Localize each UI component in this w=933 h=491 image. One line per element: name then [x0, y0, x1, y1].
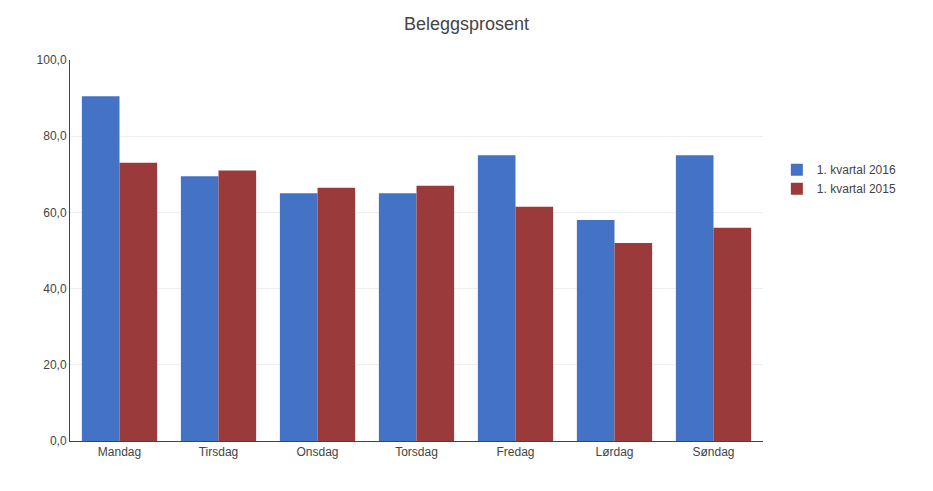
svg-text:80,0: 80,0	[43, 129, 67, 143]
svg-text:Onsdag: Onsdag	[296, 445, 338, 459]
svg-text:1. kvartal 2016: 1. kvartal 2016	[817, 163, 896, 177]
svg-text:60,0: 60,0	[43, 206, 67, 220]
svg-text:Mandag: Mandag	[98, 445, 141, 459]
svg-text:0,0: 0,0	[50, 434, 67, 448]
svg-text:Beleggsprosent: Beleggsprosent	[404, 14, 529, 34]
svg-text:20,0: 20,0	[43, 358, 67, 372]
svg-text:Torsdag: Torsdag	[395, 445, 438, 459]
svg-text:Søndag: Søndag	[692, 445, 734, 459]
svg-text:Lørdag: Lørdag	[595, 445, 633, 459]
svg-text:40,0: 40,0	[43, 282, 67, 296]
svg-text:Fredag: Fredag	[496, 445, 534, 459]
svg-text:Tirsdag: Tirsdag	[199, 445, 239, 459]
svg-text:100,0: 100,0	[37, 53, 67, 67]
svg-text:1. kvartal 2015: 1. kvartal 2015	[817, 182, 896, 196]
